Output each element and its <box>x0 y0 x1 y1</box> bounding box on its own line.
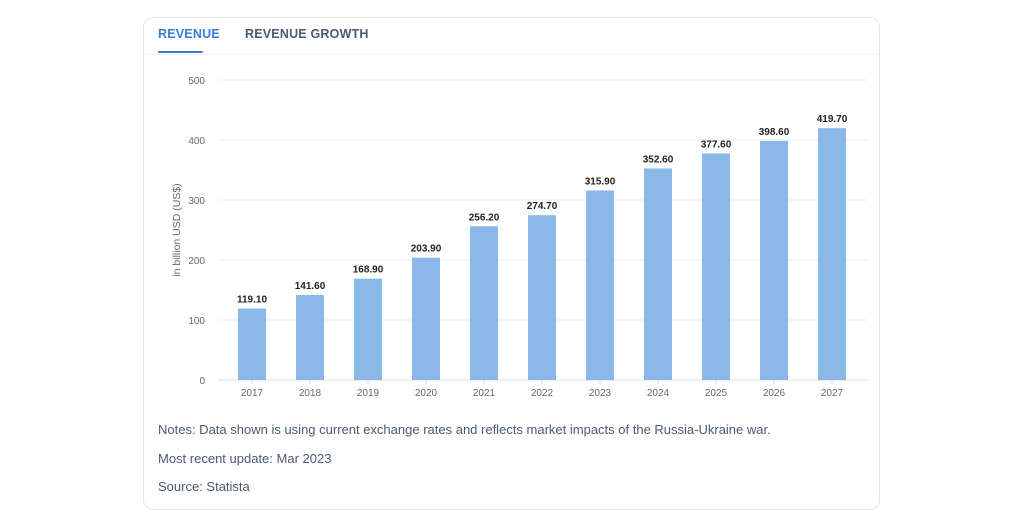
x-tick-label: 2021 <box>473 388 496 399</box>
chart-card <box>143 17 880 510</box>
bar[interactable] <box>760 140 788 380</box>
x-tick-label: 2017 <box>241 388 264 399</box>
y-tick-label: 200 <box>188 256 205 267</box>
data-label: 398.60 <box>759 127 790 138</box>
tab-divider <box>144 54 879 55</box>
active-tab-indicator <box>158 51 203 53</box>
bar[interactable] <box>354 278 382 380</box>
notes-text: Notes: Data shown is using current excha… <box>158 422 771 437</box>
data-label: 141.60 <box>295 281 326 292</box>
tab-revenue-growth[interactable]: REVENUE GROWTH <box>245 27 369 41</box>
y-axis-label: in billion USD (US$) <box>171 183 183 276</box>
bar[interactable] <box>644 168 672 380</box>
data-label: 419.70 <box>817 114 848 125</box>
update-text: Most recent update: Mar 2023 <box>158 451 332 466</box>
data-label: 203.90 <box>411 244 442 255</box>
data-label: 377.60 <box>701 139 732 150</box>
source-text: Source: Statista <box>158 479 250 494</box>
y-tick-label: 100 <box>188 316 205 327</box>
x-tick-label: 2023 <box>589 388 612 399</box>
bar[interactable] <box>528 215 556 380</box>
x-tick-label: 2026 <box>763 388 786 399</box>
x-tick-label: 2020 <box>415 388 438 399</box>
tab-revenue[interactable]: REVENUE <box>158 27 220 41</box>
data-label: 119.10 <box>237 295 267 306</box>
x-tick-label: 2027 <box>821 388 844 399</box>
data-label: 256.20 <box>469 212 500 223</box>
bar[interactable] <box>238 308 266 380</box>
y-tick-label: 400 <box>188 136 205 147</box>
y-tick-label: 300 <box>188 196 205 207</box>
x-tick-label: 2024 <box>647 388 670 399</box>
data-label: 274.70 <box>527 201 558 212</box>
data-label: 168.90 <box>353 265 384 276</box>
bar[interactable] <box>818 128 846 380</box>
bar[interactable] <box>296 295 324 380</box>
x-tick-label: 2022 <box>531 388 554 399</box>
x-tick-label: 2025 <box>705 388 728 399</box>
y-tick-label: 500 <box>188 76 205 87</box>
bar[interactable] <box>702 153 730 380</box>
x-tick-label: 2018 <box>299 388 322 399</box>
data-label: 315.90 <box>585 176 616 187</box>
x-tick-label: 2019 <box>357 388 380 399</box>
y-tick-label: 0 <box>199 376 205 387</box>
data-label: 352.60 <box>643 154 674 165</box>
bar[interactable] <box>412 257 440 380</box>
bar[interactable] <box>470 226 498 380</box>
bar[interactable] <box>586 190 614 380</box>
